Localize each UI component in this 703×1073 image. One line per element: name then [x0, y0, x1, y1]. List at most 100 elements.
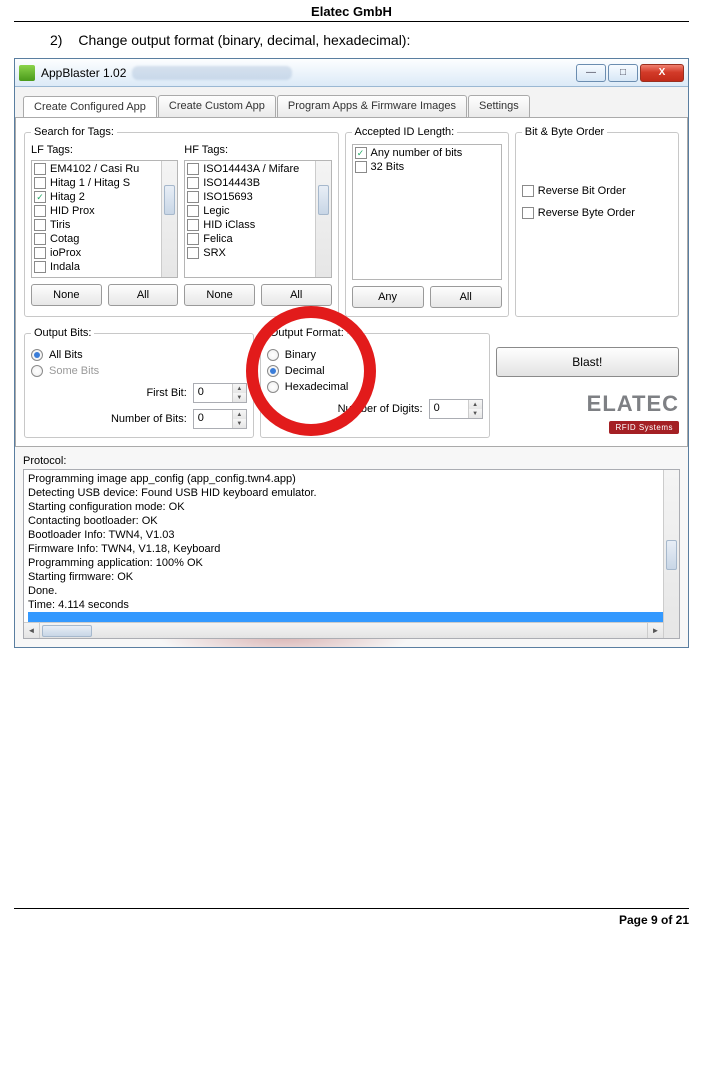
list-item-label: ISO14443B [203, 176, 260, 190]
list-item-label: Reverse Bit Order [538, 184, 626, 198]
list-item[interactable]: ✓Hitag 2 [34, 190, 159, 204]
none-button[interactable]: None [184, 284, 255, 306]
list-item-label: Tiris [50, 218, 70, 232]
list-item[interactable]: Indala [34, 260, 159, 274]
list-item-label: Cotag [50, 232, 79, 246]
list-item[interactable]: SRX [187, 246, 312, 260]
radio-decimal[interactable]: Decimal [267, 365, 483, 377]
spinner-up-icon[interactable]: ▲ [469, 400, 482, 409]
spinner-up-icon[interactable]: ▲ [233, 410, 246, 419]
elatec-logo: ELATEC RFID Systems [496, 391, 679, 435]
num-digits-label: Number of Digits: [267, 403, 423, 415]
list-item[interactable]: ISO15693 [187, 190, 312, 204]
list-item[interactable]: ISO14443A / Mifare [187, 162, 312, 176]
radio-binary[interactable]: Binary [267, 349, 483, 361]
list-item[interactable]: Reverse Byte Order [522, 206, 672, 220]
protocol-line: Firmware Info: TWN4, V1.18, Keyboard [28, 542, 675, 556]
protocol-line: Done. [28, 584, 675, 598]
radio-all-bits[interactable]: All Bits [31, 349, 247, 361]
tab-settings[interactable]: Settings [468, 95, 530, 117]
spinner-down-icon[interactable]: ▼ [233, 393, 246, 402]
panel-accepted-id-length: Accepted ID Length: ✓Any number of bits … [345, 126, 509, 317]
minimize-button[interactable]: — [576, 64, 606, 82]
all-button[interactable]: All [261, 284, 332, 306]
list-item[interactable]: 32 Bits [355, 160, 499, 174]
radio-label: Decimal [285, 365, 325, 377]
list-item-label: SRX [203, 246, 226, 260]
radio-hexadecimal[interactable]: Hexadecimal [267, 381, 483, 393]
any-button[interactable]: Any [352, 286, 424, 308]
list-item[interactable]: HID Prox [34, 204, 159, 218]
scroll-thumb[interactable] [318, 185, 329, 215]
legend-output-format: Output Format: [267, 327, 347, 339]
legend-search-tags: Search for Tags: [31, 126, 117, 138]
scroll-thumb[interactable] [666, 540, 677, 570]
accepted-listbox[interactable]: ✓Any number of bits 32 Bits [352, 144, 502, 280]
protocol-line: Detecting USB device: Found USB HID keyb… [28, 486, 675, 500]
list-item[interactable]: Felica [187, 232, 312, 246]
list-item[interactable]: Cotag [34, 232, 159, 246]
lf-tags-listbox[interactable]: EM4102 / Casi Ru Hitag 1 / Hitag S ✓Hita… [31, 160, 178, 278]
app-window: AppBlaster 1.02 — □ X Create Configured … [14, 58, 689, 648]
list-item-label: 32 Bits [371, 160, 405, 174]
tab-body: Search for Tags: LF Tags: EM4102 / Casi … [15, 117, 688, 447]
list-item-label: Hitag 1 / Hitag S [50, 176, 130, 190]
radio-label: Binary [285, 349, 316, 361]
list-item-label: ioProx [50, 246, 81, 260]
app-icon [19, 65, 35, 81]
num-digits-spinner[interactable]: 0 ▲▼ [429, 399, 483, 419]
scrollbar[interactable] [315, 161, 331, 277]
radio-some-bits[interactable]: Some Bits [31, 365, 247, 377]
tab-create-custom-app[interactable]: Create Custom App [158, 95, 276, 117]
scroll-left-icon[interactable]: ◄ [24, 623, 40, 638]
list-item[interactable]: EM4102 / Casi Ru [34, 162, 159, 176]
list-item[interactable]: ioProx [34, 246, 159, 260]
protocol-line: Starting configuration mode: OK [28, 500, 675, 514]
list-item[interactable]: Hitag 1 / Hitag S [34, 176, 159, 190]
spinner-down-icon[interactable]: ▼ [233, 419, 246, 428]
list-item[interactable]: Legic [187, 204, 312, 218]
close-button[interactable]: X [640, 64, 684, 82]
tab-create-configured-app[interactable]: Create Configured App [23, 96, 157, 118]
list-item[interactable]: ISO14443B [187, 176, 312, 190]
none-button[interactable]: None [31, 284, 102, 306]
list-item[interactable]: ✓Any number of bits [355, 146, 499, 160]
num-bits-spinner[interactable]: 0 ▲▼ [193, 409, 247, 429]
protocol-textbox[interactable]: Programming image app_config (app_config… [23, 469, 680, 639]
instruction-number: 2) [50, 32, 62, 48]
protocol-line: Bootloader Info: TWN4, V1.03 [28, 528, 675, 542]
radio-label: Some Bits [49, 365, 99, 377]
first-bit-label: First Bit: [31, 387, 187, 399]
list-item-label: EM4102 / Casi Ru [50, 162, 139, 176]
spinner-up-icon[interactable]: ▲ [233, 384, 246, 393]
maximize-button[interactable]: □ [608, 64, 638, 82]
scrollbar[interactable] [161, 161, 177, 277]
scrollbar-vertical[interactable] [663, 470, 679, 638]
list-item[interactable]: Tiris [34, 218, 159, 232]
scrollbar-horizontal[interactable]: ◄ ► [24, 622, 663, 638]
protocol-area: Protocol: Programming image app_config (… [23, 455, 680, 639]
scroll-right-icon[interactable]: ► [647, 623, 663, 638]
protocol-line: Contacting bootloader: OK [28, 514, 675, 528]
hf-tags-label: HF Tags: [184, 144, 331, 156]
scroll-thumb[interactable] [42, 625, 92, 637]
checkbox-icon [187, 233, 199, 245]
tab-program-apps[interactable]: Program Apps & Firmware Images [277, 95, 467, 117]
scroll-thumb[interactable] [164, 185, 175, 215]
all-button[interactable]: All [108, 284, 179, 306]
list-item-label: Any number of bits [371, 146, 463, 160]
all-button[interactable]: All [430, 286, 502, 308]
panel-search-tags: Search for Tags: LF Tags: EM4102 / Casi … [24, 126, 339, 317]
lf-tags-label: LF Tags: [31, 144, 178, 156]
radio-icon [267, 381, 279, 393]
list-item[interactable]: HID iClass [187, 218, 312, 232]
hf-tags-listbox[interactable]: ISO14443A / Mifare ISO14443B ISO15693 Le… [184, 160, 331, 278]
list-item[interactable]: Reverse Bit Order [522, 184, 672, 198]
first-bit-spinner[interactable]: 0 ▲▼ [193, 383, 247, 403]
blast-button[interactable]: Blast! [496, 347, 679, 377]
spinner-down-icon[interactable]: ▼ [469, 409, 482, 418]
doc-header: Elatec GmbH [14, 0, 689, 22]
legend-output-bits: Output Bits: [31, 327, 94, 339]
close-icon: X [659, 67, 666, 78]
radio-icon [31, 365, 43, 377]
